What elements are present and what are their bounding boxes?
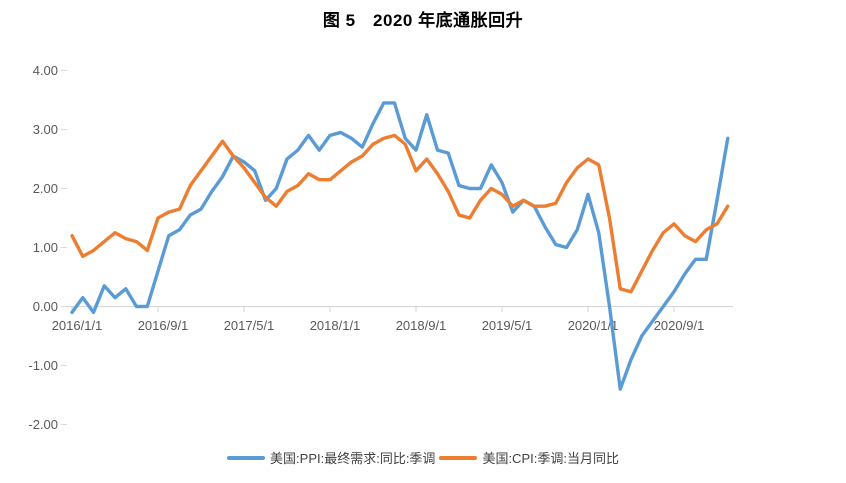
x-axis-tick-label: 2020/9/1 [654,318,705,333]
y-axis-tick-label: 0.00 [33,299,58,314]
y-axis-tick-label: 2.00 [33,181,58,196]
x-axis-tick-label: 2018/9/1 [396,318,447,333]
x-axis-tick-label: 2020/1/1 [568,318,619,333]
y-axis-tick-label: -1.00 [28,358,58,373]
chart-legend: 美国:PPI:最终需求:同比:季调 美国:CPI:季调:当月同比 [0,448,846,467]
x-axis-tick-label: 2018/1/1 [310,318,361,333]
x-axis-tick-label: 2019/5/1 [482,318,533,333]
y-axis-tick-label: -2.00 [28,417,58,432]
cpi-line-swatch-icon [439,455,478,460]
legend-label: 美国:PPI:最终需求:同比:季调 [270,451,436,466]
x-axis-tick-label: 2016/1/1 [52,318,103,333]
y-axis-tick-label: 1.00 [33,240,58,255]
ppi-series-line [70,101,730,391]
x-axis-tick-label: 2016/9/1 [138,318,189,333]
y-axis-tick-label: 4.00 [33,63,58,78]
legend-item-cpi: 美国:CPI:季调:当月同比 [439,448,619,467]
y-axis-tick-label: 3.00 [33,122,58,137]
chart-title: 图 5 2020 年底通胀回升 [322,11,524,30]
ppi-line-swatch-icon [227,455,266,460]
x-axis-tick-label: 2017/5/1 [224,318,275,333]
line-chart-plot-area: 2016/1/1 2016/9/1 2017/5/1 2018/1/1 2018/9/1… [28,63,733,432]
legend-item-ppi: 美国:PPI:最终需求:同比:季调 [227,448,435,467]
cpi-series-line [70,133,730,294]
legend-label: 美国:CPI:季调:当月同比 [482,451,619,466]
